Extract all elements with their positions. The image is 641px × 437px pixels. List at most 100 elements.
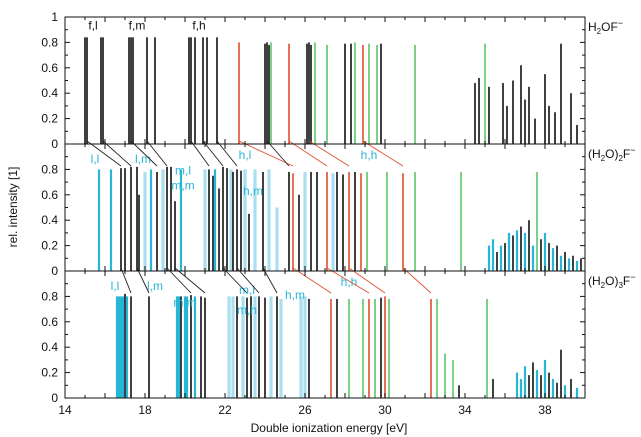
stick-p1-39 — [506, 105, 508, 144]
stick-p1-46 — [548, 105, 550, 144]
annotation-p2-3: m,m — [171, 179, 194, 193]
stick-p3-50 — [523, 366, 527, 398]
stick-p1-41 — [520, 65, 522, 144]
stick-p3-46 — [486, 298, 488, 398]
stick-p2-50 — [487, 245, 491, 271]
connector-3 — [146, 140, 168, 167]
connector-12 — [120, 267, 132, 294]
stick-p3-26 — [269, 296, 273, 398]
y-tick-label-p3-2: 0.4 — [41, 340, 58, 354]
stick-p2-22 — [229, 169, 233, 271]
stick-p2-19 — [218, 188, 220, 271]
x-axis-title: Double ionization energy [eV] — [251, 421, 408, 435]
stick-p3-8 — [175, 296, 179, 398]
stick-p3-15 — [200, 296, 202, 398]
stick-p2-56 — [512, 235, 514, 271]
stick-p1-7 — [146, 37, 148, 144]
stick-p3-56 — [548, 372, 550, 398]
stick-p3-1 — [117, 296, 121, 398]
panel-label-3: (H2O)3F− — [588, 272, 636, 290]
stick-p3-27 — [276, 296, 278, 398]
stick-p2-36 — [310, 171, 312, 271]
stick-p3-51 — [528, 375, 530, 398]
stick-p2-8 — [149, 169, 153, 271]
stick-p2-26 — [243, 169, 247, 271]
stick-p3-52 — [532, 362, 534, 398]
annotation-p2-1: l,m — [135, 152, 151, 166]
stick-p2-12 — [170, 166, 172, 271]
stick-p2-0 — [97, 169, 101, 271]
stick-p1-20 — [288, 43, 290, 144]
panel-1: f,l f,m f,h H2OF− — [84, 18, 623, 144]
stick-p1-19 — [270, 42, 272, 144]
stick-p3-34 — [348, 298, 350, 398]
stick-p3-10 — [180, 296, 182, 398]
stick-p3-5 — [125, 296, 129, 398]
stick-p2-58 — [520, 226, 522, 271]
stick-p2-73 — [580, 258, 582, 271]
stick-p2-29 — [262, 171, 264, 271]
stick-p2-31 — [275, 207, 279, 271]
stick-p2-60 — [528, 220, 530, 271]
stick-p3-58 — [556, 382, 558, 398]
stick-p2-4 — [130, 166, 132, 271]
x-tick-label-6: 38 — [538, 403, 552, 417]
stick-p2-54 — [504, 243, 506, 271]
x-tick-label-1: 18 — [138, 403, 152, 417]
y-tick-label-p2-1: 0.2 — [41, 239, 58, 253]
stick-p1-48 — [560, 43, 562, 144]
annotation-p3-1: l,m — [147, 279, 163, 293]
stick-p2-27 — [248, 213, 250, 271]
stick-p2-46 — [386, 171, 388, 271]
connector-11 — [362, 140, 404, 167]
stick-p1-4 — [128, 37, 130, 144]
stick-p2-45 — [366, 171, 368, 271]
panel-frame-3 — [64, 270, 586, 399]
annotation-p3-2: m,l — [239, 283, 255, 297]
stick-p2-67 — [556, 245, 558, 271]
stick-p2-13 — [174, 201, 176, 271]
x-tick-label-5: 34 — [458, 403, 472, 417]
stick-p2-28 — [253, 169, 257, 271]
stick-p3-18 — [231, 296, 235, 398]
stick-p2-64 — [543, 232, 547, 271]
stick-p3-39 — [384, 296, 386, 398]
stick-p2-5 — [136, 166, 138, 271]
stick-p3-44 — [452, 359, 454, 398]
stick-p2-55 — [507, 232, 511, 271]
stick-p3-0 — [115, 296, 119, 398]
y-tick-label-p1-3: 0.6 — [41, 61, 58, 75]
stick-p3-62 — [575, 387, 579, 398]
stick-p3-31 — [308, 298, 310, 398]
connector-5 — [202, 140, 224, 167]
stick-p2-71 — [572, 255, 574, 271]
stick-p1-24 — [314, 42, 316, 144]
stick-p1-8 — [154, 37, 156, 144]
stick-p1-40 — [512, 80, 514, 144]
stick-p1-38 — [502, 83, 504, 144]
stick-p2-39 — [331, 173, 335, 271]
stick-p1-43 — [528, 86, 530, 144]
stick-p3-17 — [227, 296, 231, 398]
stick-p1-9 — [188, 37, 190, 144]
stick-p1-0 — [84, 37, 86, 144]
stick-p1-29 — [362, 44, 364, 144]
stick-p3-38 — [380, 297, 382, 398]
y-tick-label-p3-3: 0.6 — [41, 315, 58, 329]
stick-p3-47 — [492, 378, 494, 398]
y-tick-label-p2-4: 0.8 — [41, 162, 58, 176]
stick-p1-16 — [264, 43, 266, 144]
stick-p2-23 — [232, 171, 234, 271]
stick-p2-43 — [354, 171, 356, 271]
connector-4 — [190, 140, 210, 167]
connector-14 — [166, 267, 192, 294]
stick-p1-1 — [86, 37, 88, 144]
stick-p1-12 — [202, 37, 204, 144]
stick-p1-25 — [326, 44, 328, 144]
x-tick-label-4: 30 — [378, 403, 392, 417]
connector-9 — [288, 140, 328, 167]
stick-p2-34 — [298, 194, 300, 271]
stick-p2-11 — [166, 166, 168, 271]
panel-label-1: H2OF− — [588, 18, 623, 36]
connector-8 — [266, 140, 290, 167]
